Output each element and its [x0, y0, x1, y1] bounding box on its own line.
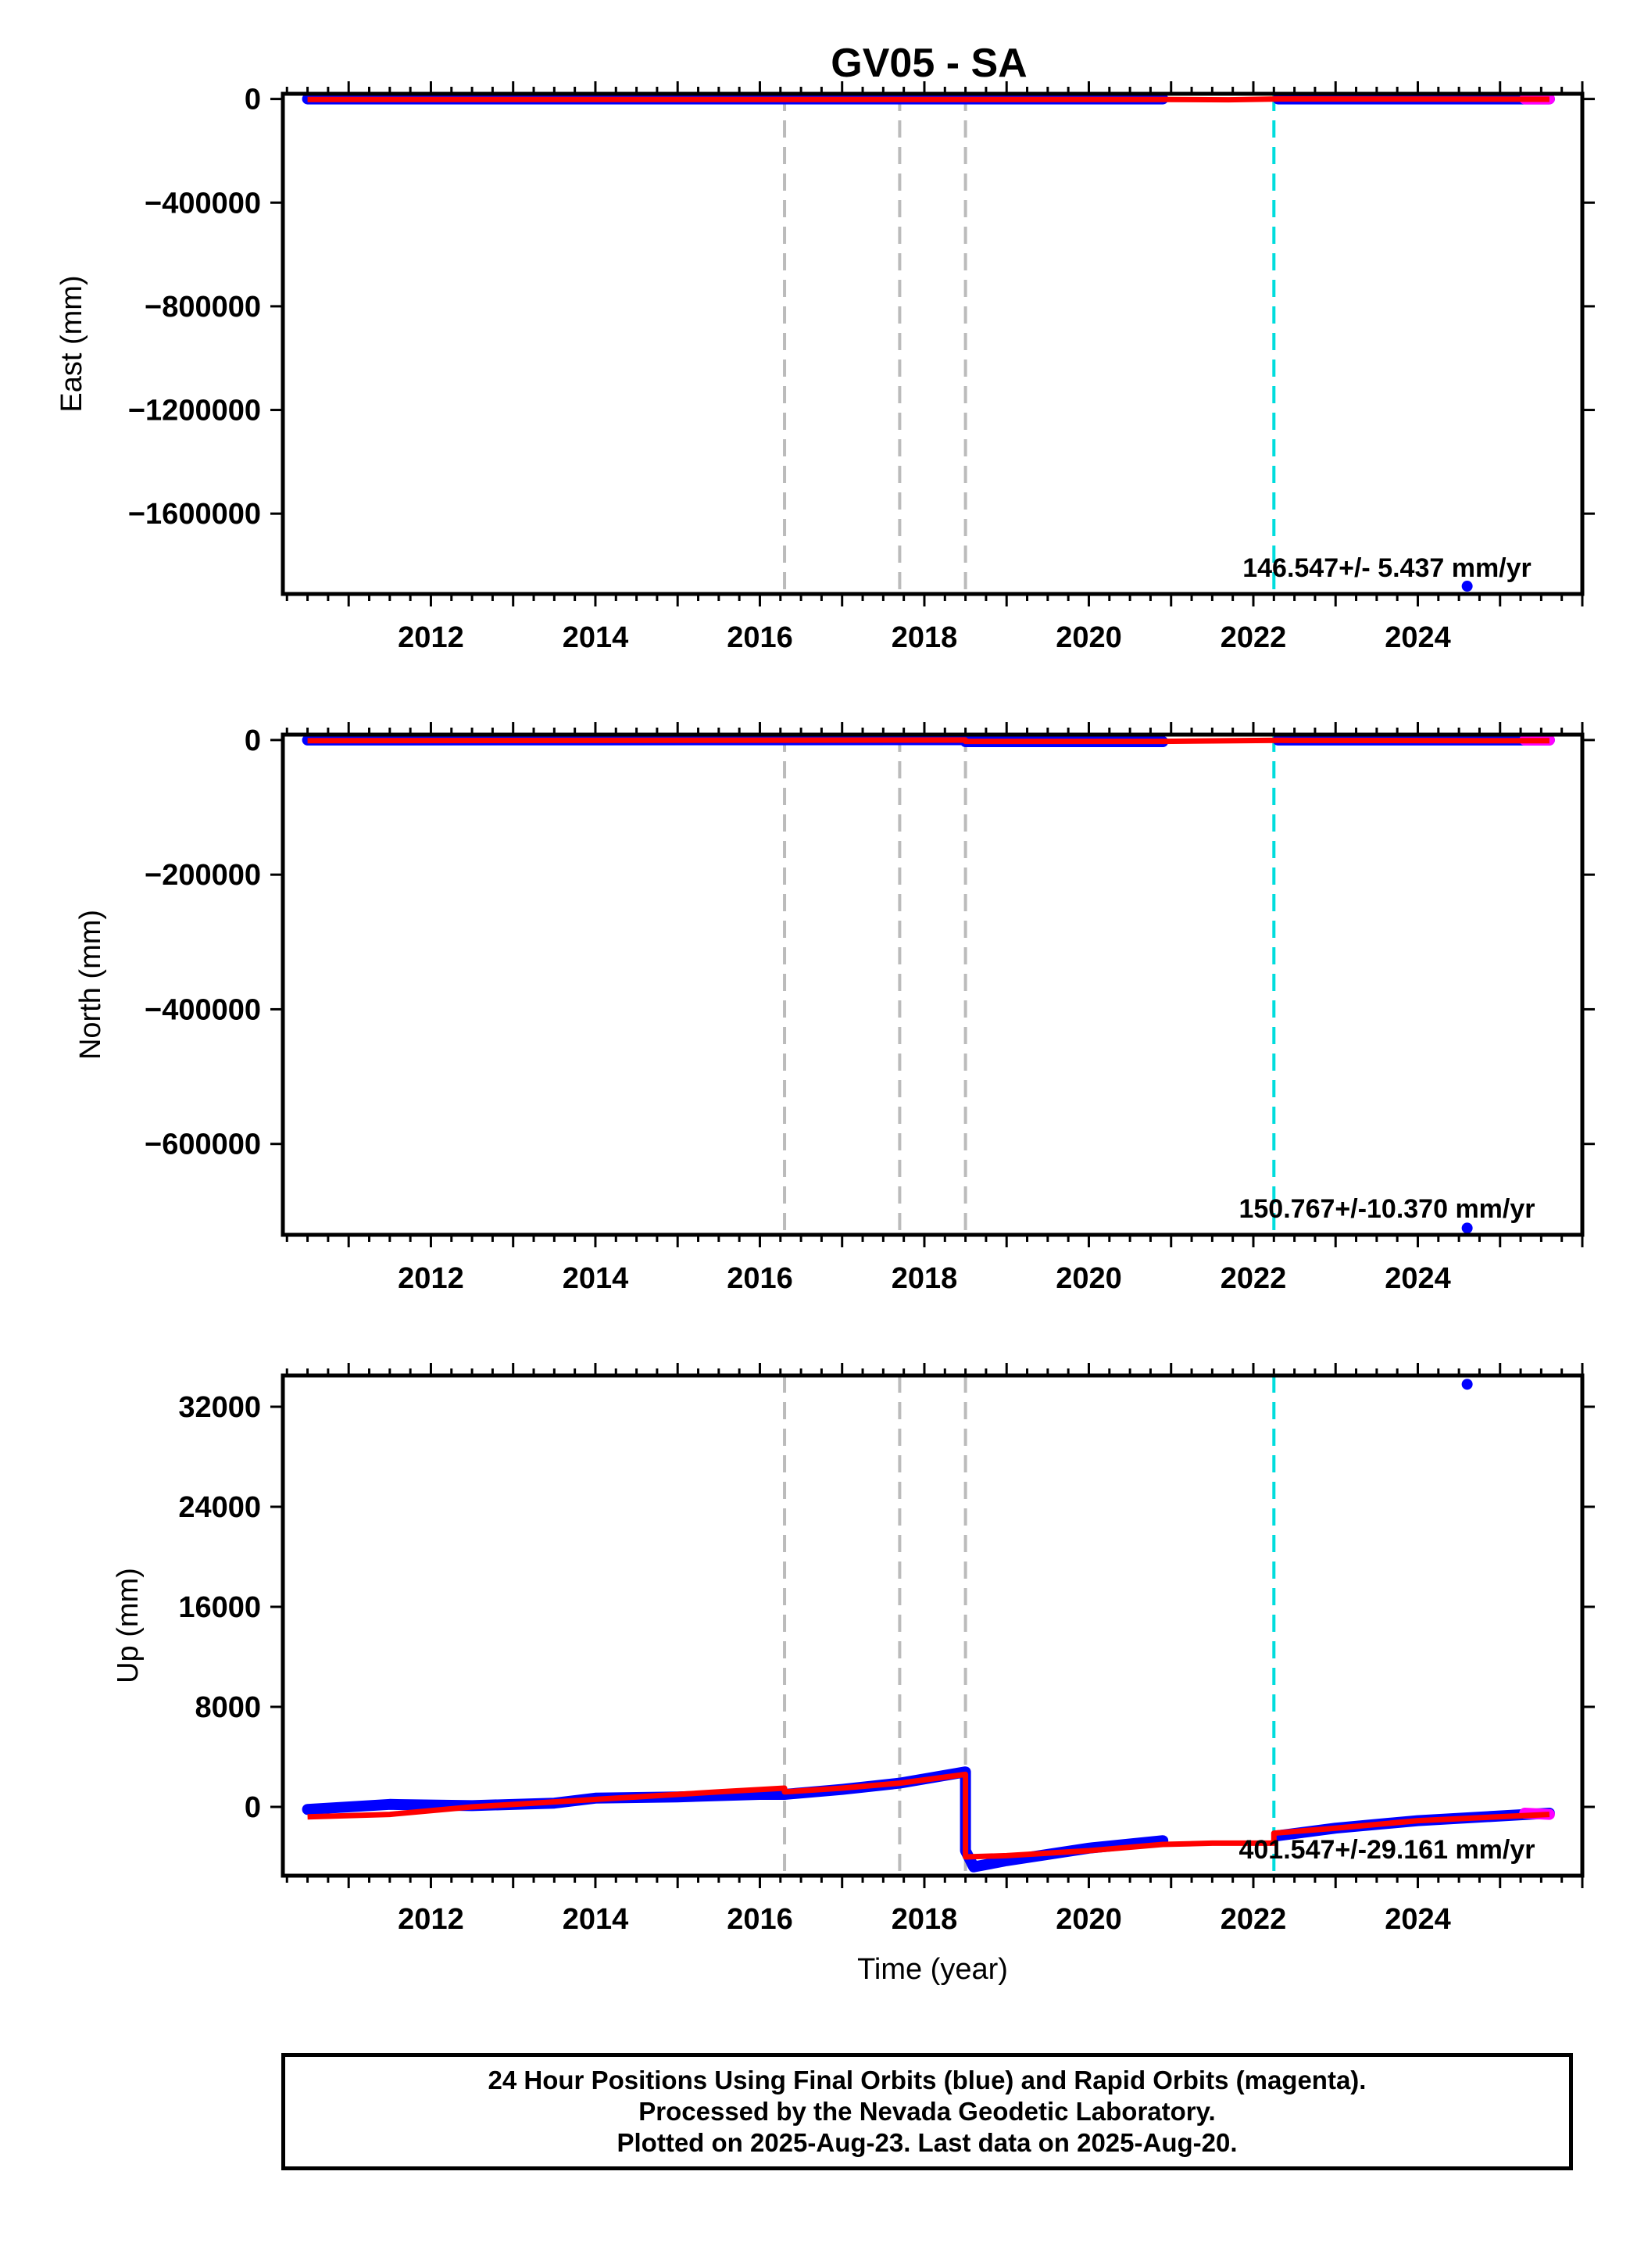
up-outlier-point-0 [1461, 1379, 1473, 1390]
up-y-tick-label-3: 24000 [178, 1491, 261, 1524]
up-data-layer [302, 1766, 1555, 1873]
north-data-layer [302, 735, 1555, 747]
up-y-tick-label-4: 32000 [178, 1391, 261, 1424]
up-x-tick-label-2022: 2022 [1221, 1903, 1287, 1936]
east-model-series [307, 96, 1549, 103]
east-plot-frame [281, 91, 1585, 596]
east-panel: 2012 2014 2016 2018 2020 2022 2024 0 −400000 −800… [55, 81, 1595, 654]
north-x-tick-label-2016: 2016 [727, 1262, 793, 1295]
caption-line-2: Processed by the Nevada Geodetic Laborat… [638, 2097, 1216, 2126]
north-y-tick-label-3: −600000 [145, 1129, 261, 1161]
north-y-tick-label-0: 0 [245, 724, 261, 757]
north-x-tick-label-2024: 2024 [1385, 1262, 1451, 1295]
caption-box: 24 Hour Positions Using Final Orbits (bl… [281, 2053, 1573, 2170]
east-velocity-label: 146.547+/- 5.437 mm/yr [1242, 553, 1532, 583]
north-plot-frame [281, 732, 1585, 1237]
north-y-tick-label-1: −200000 [145, 859, 261, 892]
east-x-tick-label-2016: 2016 [727, 621, 793, 654]
up-x-tick-label-2012: 2012 [398, 1903, 464, 1936]
east-y-tick-label-1: −400000 [145, 187, 261, 220]
up-plot-frame [281, 1373, 1585, 1878]
up-panel: 2012 2014 2016 2018 2020 2022 2024 0 8000 16000 24… [112, 1363, 1595, 1986]
north-model-series [307, 737, 1549, 745]
east-y-axis-title: East (mm) [55, 275, 88, 412]
north-y-tick-label-2: −400000 [145, 993, 261, 1026]
east-x-tick-label-2018: 2018 [892, 621, 958, 654]
up-x-tick-label-2014: 2014 [563, 1903, 629, 1936]
east-y-tick-label-3: −1200000 [128, 395, 261, 427]
east-data-layer [302, 94, 1555, 105]
up-x-tick-label-2018: 2018 [892, 1903, 958, 1936]
up-y-tick-label-1: 8000 [195, 1691, 261, 1724]
east-outlier-point-0 [1461, 581, 1473, 592]
north-x-tick-label-2022: 2022 [1221, 1262, 1287, 1295]
plot-title: GV05 - SA [831, 41, 1027, 86]
east-x-tick-label-2014: 2014 [563, 621, 629, 654]
east-y-tick-label-4: −1600000 [128, 498, 261, 531]
east-x-tick-label-2012: 2012 [398, 621, 464, 654]
north-x-tick-label-2020: 2020 [1056, 1262, 1122, 1295]
east-y-tick-label-2: −800000 [145, 291, 261, 324]
up-x-tick-label-2024: 2024 [1385, 1903, 1451, 1936]
caption-line-3: Plotted on 2025-Aug-23. Last data on 202… [617, 2128, 1238, 2157]
east-y-tick-label-0: 0 [245, 84, 261, 116]
caption-line-1: 24 Hour Positions Using Final Orbits (bl… [488, 2066, 1367, 2095]
up-y-axis-title: Up (mm) [112, 1568, 145, 1683]
north-outlier-point-0 [1461, 1222, 1473, 1234]
east-x-tick-label-2024: 2024 [1385, 621, 1451, 654]
north-y-axis-title: North (mm) [74, 910, 107, 1060]
north-velocity-label: 150.767+/-10.370 mm/yr [1238, 1194, 1535, 1224]
north-panel: 2012 2014 2016 2018 2020 2022 2024 0 −200000 −400… [74, 722, 1595, 1295]
north-x-tick-label-2012: 2012 [398, 1262, 464, 1295]
up-y-tick-label-2: 16000 [178, 1591, 261, 1624]
up-x-tick-label-2020: 2020 [1056, 1903, 1122, 1936]
up-x-tick-label-2016: 2016 [727, 1903, 793, 1936]
north-x-tick-label-2014: 2014 [563, 1262, 629, 1295]
up-y-tick-label-0: 0 [245, 1791, 261, 1824]
north-x-tick-label-2018: 2018 [892, 1262, 958, 1295]
up-model-series [307, 1771, 1550, 1860]
up-x-axis-title: Time (year) [857, 1953, 1008, 1986]
up-velocity-label: 401.547+/-29.161 mm/yr [1238, 1835, 1535, 1865]
east-x-tick-label-2020: 2020 [1056, 621, 1122, 654]
east-x-tick-label-2022: 2022 [1221, 621, 1287, 654]
